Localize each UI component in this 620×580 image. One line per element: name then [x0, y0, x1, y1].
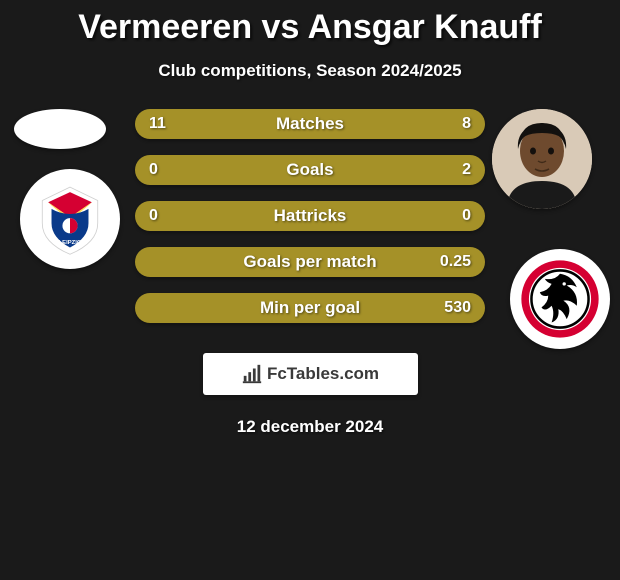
stat-right-value: 0 [462, 201, 471, 231]
page-title: Vermeeren vs Ansgar Knauff [0, 0, 620, 47]
subtitle: Club competitions, Season 2024/2025 [0, 61, 620, 81]
footer-date: 12 december 2024 [0, 417, 620, 437]
stat-label: Goals [135, 155, 485, 185]
stat-row-min-per-goal: Min per goal 530 [135, 293, 485, 323]
stat-right-value: 2 [462, 155, 471, 185]
team-left-logo: LEIPZIG [20, 169, 120, 269]
stat-label: Matches [135, 109, 485, 139]
stat-label: Goals per match [135, 247, 485, 277]
attribution-text: FcTables.com [267, 364, 379, 384]
svg-text:LEIPZIG: LEIPZIG [59, 240, 82, 246]
stat-rows: 11 Matches 8 0 Goals 2 0 Hattricks 0 Goa… [135, 109, 485, 339]
title-player1: Vermeeren [78, 8, 252, 46]
stat-right-value: 530 [444, 293, 471, 323]
attribution-badge[interactable]: FcTables.com [203, 353, 418, 395]
team-right-logo [510, 249, 610, 349]
stat-row-hattricks: 0 Hattricks 0 [135, 201, 485, 231]
stats-area: LEIPZIG 11 Matches 8 [0, 109, 620, 349]
player-left-avatar [14, 109, 106, 149]
stat-row-matches: 11 Matches 8 [135, 109, 485, 139]
bar-chart-icon [241, 363, 263, 385]
stat-label: Min per goal [135, 293, 485, 323]
stat-right-value: 8 [462, 109, 471, 139]
stat-row-goals-per-match: Goals per match 0.25 [135, 247, 485, 277]
stat-row-goals: 0 Goals 2 [135, 155, 485, 185]
rb-leipzig-icon: LEIPZIG [28, 177, 112, 261]
eintracht-frankfurt-icon [518, 257, 602, 341]
stat-right-value: 0.25 [440, 247, 471, 277]
title-vs: vs [262, 8, 300, 46]
stat-label: Hattricks [135, 201, 485, 231]
player-right-avatar [492, 109, 592, 209]
title-player2: Ansgar Knauff [308, 8, 542, 46]
